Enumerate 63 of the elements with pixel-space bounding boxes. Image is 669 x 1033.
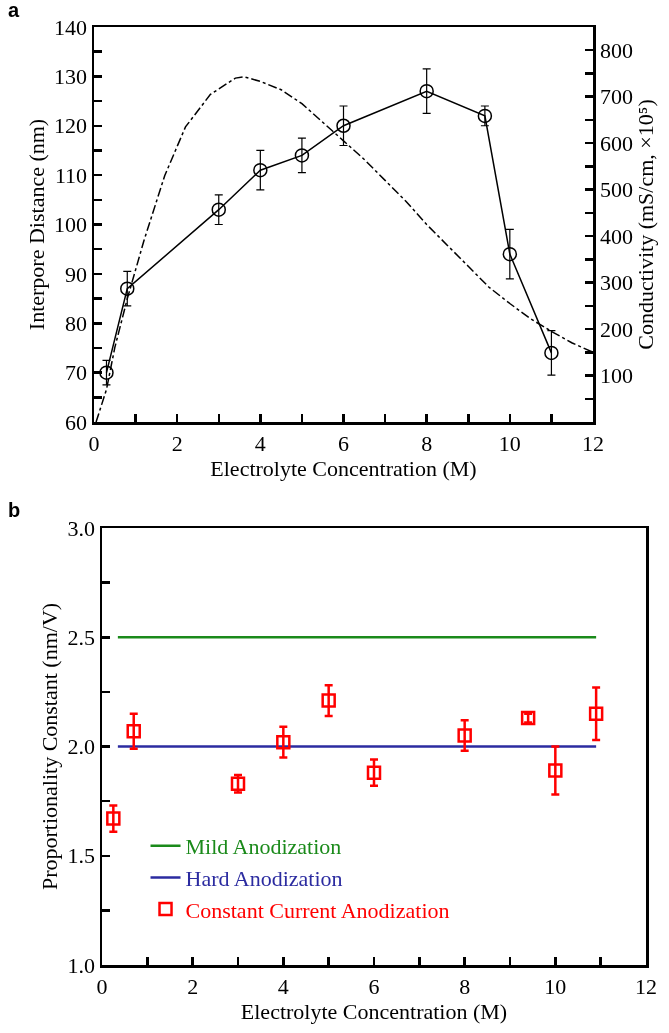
point [457,728,472,743]
y-axis-title: Interpore Distance (nm) [23,118,49,331]
y-tick-label: 2.0 [67,734,96,760]
chart-title: b [8,498,21,521]
y-tick-label: 110 [54,162,88,188]
point [321,693,336,708]
y-tick-label: 1.0 [67,952,96,978]
point [294,148,310,163]
y-tick-label: 60 [65,409,88,435]
point [106,811,121,826]
y2-tick-label: 100 [599,363,633,389]
y-tick-label: 90 [65,261,88,287]
point [276,734,291,750]
chart-title: a [8,0,21,21]
y2-tick-label: 700 [599,84,633,110]
x-tick-label: 8 [421,430,433,456]
y-tick-label: 1.5 [67,843,96,869]
y-tick-label: 3.0 [67,515,96,541]
y-tick-label: 120 [54,113,88,139]
x-tick-label: 4 [254,430,266,456]
y2-tick-label: 200 [599,316,633,342]
point [126,723,141,739]
point [253,162,268,178]
x-tick-label: 10 [544,973,567,999]
x-axis-title: Electrolyte Concentration (M) [210,455,477,481]
x-tick-label: 2 [171,430,183,456]
y-tick-label: 2.5 [67,624,96,650]
point [548,763,563,778]
y-tick-label: 130 [54,64,88,90]
x-tick-label: 6 [338,430,349,456]
x-axis-title: Electrolyte Concentration (M) [240,998,508,1024]
point [588,706,604,721]
x-tick-label: 8 [459,973,471,999]
y2-axis-title: Conductivity (mS/cm, ×10⁵) [632,99,658,350]
point [336,118,351,133]
point [502,246,518,262]
y-axis-title: Proportionality Constant (nm/V) [37,602,63,891]
y-tick-label: 80 [65,310,88,336]
point [120,281,135,296]
y2-tick-label: 800 [599,37,633,63]
x-tick-label: 0 [96,973,108,999]
x-tick-label: 2 [187,973,199,999]
point [211,202,226,217]
y-tick-label: 70 [65,360,88,386]
x-tick-label: 4 [277,973,289,999]
y2-tick-label: 400 [599,223,633,249]
legend-label: Constant Current Anodization [185,897,450,923]
x-tick-label: 0 [88,430,100,456]
y2-tick-label: 500 [599,177,633,203]
point [419,83,434,99]
point [366,765,382,780]
point [544,345,559,361]
x-tick-label: 6 [368,973,380,999]
x-tick-label: 10 [498,430,521,456]
x-tick-label: 12 [582,430,604,456]
legend-label: Mild Anodization [185,834,342,860]
x-tick-label: 12 [635,973,657,999]
y2-tick-label: 300 [599,270,633,296]
y-tick-label: 100 [54,212,88,238]
legend-label: Hard Anodization [185,866,343,892]
y2-tick-label: 600 [599,130,633,156]
point [99,365,114,380]
y-tick-label: 140 [54,14,88,40]
